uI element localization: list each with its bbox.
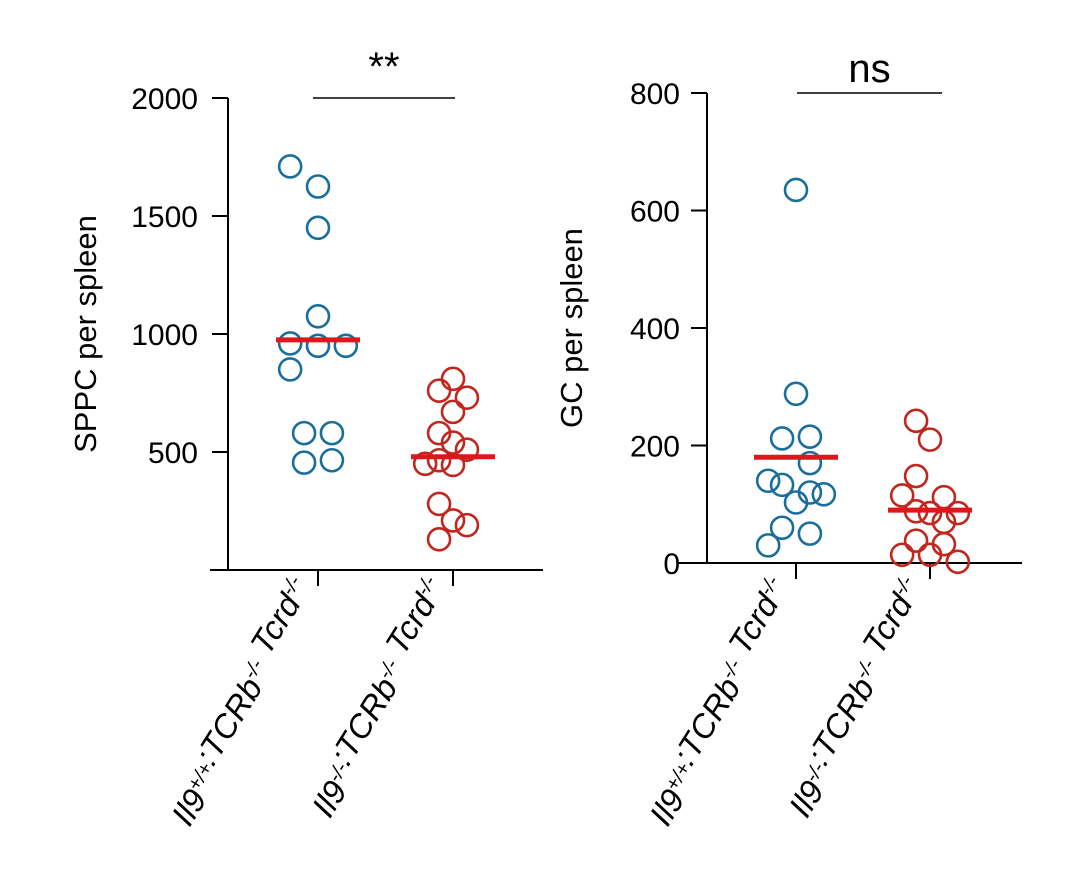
data-point (426, 378, 452, 403)
data-point (291, 420, 317, 446)
data-point (945, 549, 971, 575)
data-point (412, 451, 438, 477)
y-tick-label: 1000 (131, 319, 198, 352)
data-point (903, 463, 929, 489)
category-label: Il9+/+:TCRb-/- Tcrd-/- (622, 571, 816, 832)
y-tick-label: 2000 (131, 83, 198, 116)
data-point (769, 515, 795, 541)
category-label: Il9+/+:TCRb-/- Tcrd-/- (144, 571, 338, 832)
data-point (454, 437, 480, 462)
data-point (319, 447, 345, 473)
data-point (333, 333, 359, 359)
data-point (440, 366, 466, 392)
data-point (440, 452, 466, 478)
data-point (277, 154, 303, 179)
data-point (783, 177, 809, 203)
data-point (319, 420, 345, 446)
data-point (903, 408, 929, 434)
y-tick-label: 400 (630, 313, 680, 346)
data-point (291, 450, 317, 475)
data-point (426, 491, 452, 517)
data-point (945, 500, 971, 526)
data-point (889, 542, 915, 568)
y-tick-label: 800 (630, 78, 680, 111)
data-point (305, 303, 331, 329)
data-point (755, 468, 781, 494)
data-point (426, 447, 452, 473)
y-tick-label: 1500 (131, 201, 198, 234)
data-point (783, 381, 809, 407)
category-label: Il9-/-:TCRb-/- Tcrd-/- (761, 571, 950, 823)
data-point (811, 481, 837, 507)
data-point (305, 215, 331, 241)
y-tick-label: 200 (630, 431, 680, 464)
y-axis-title: SPPC per spleen (68, 215, 103, 453)
data-point (769, 472, 795, 498)
data-point (797, 424, 823, 449)
data-point (305, 333, 331, 359)
data-point (797, 521, 823, 546)
data-point (277, 357, 303, 382)
data-point (454, 512, 480, 538)
data-point (454, 385, 480, 411)
data-point (440, 399, 466, 425)
data-point (769, 426, 795, 451)
data-point (917, 542, 943, 568)
y-tick-label: 600 (630, 196, 680, 229)
data-point (903, 528, 929, 553)
category-label: Il9-/-:TCRb-/- Tcrd-/- (284, 571, 473, 823)
data-point (783, 490, 809, 515)
y-tick-label: 0 (663, 548, 680, 581)
data-point (917, 500, 943, 526)
data-point (305, 174, 331, 199)
significance-label: ns (848, 47, 890, 91)
sppc-panel: 500 1000 1500 2000 SPPC per spleen ** Il9+/+:T… (68, 45, 543, 832)
data-point (755, 533, 781, 558)
y-tick-label: 500 (148, 437, 198, 470)
data-point (277, 331, 303, 356)
y-axis-title: GC per spleen (554, 228, 589, 428)
data-point (426, 527, 452, 552)
data-point (440, 508, 466, 533)
data-point (917, 427, 943, 452)
data-point (797, 450, 823, 476)
data-point (889, 483, 915, 508)
significance-label: ** (368, 45, 399, 89)
gc-panel: 0 200 400 600 800 GC per spleen ns Il9+/+:TCRb-… (554, 47, 1022, 832)
